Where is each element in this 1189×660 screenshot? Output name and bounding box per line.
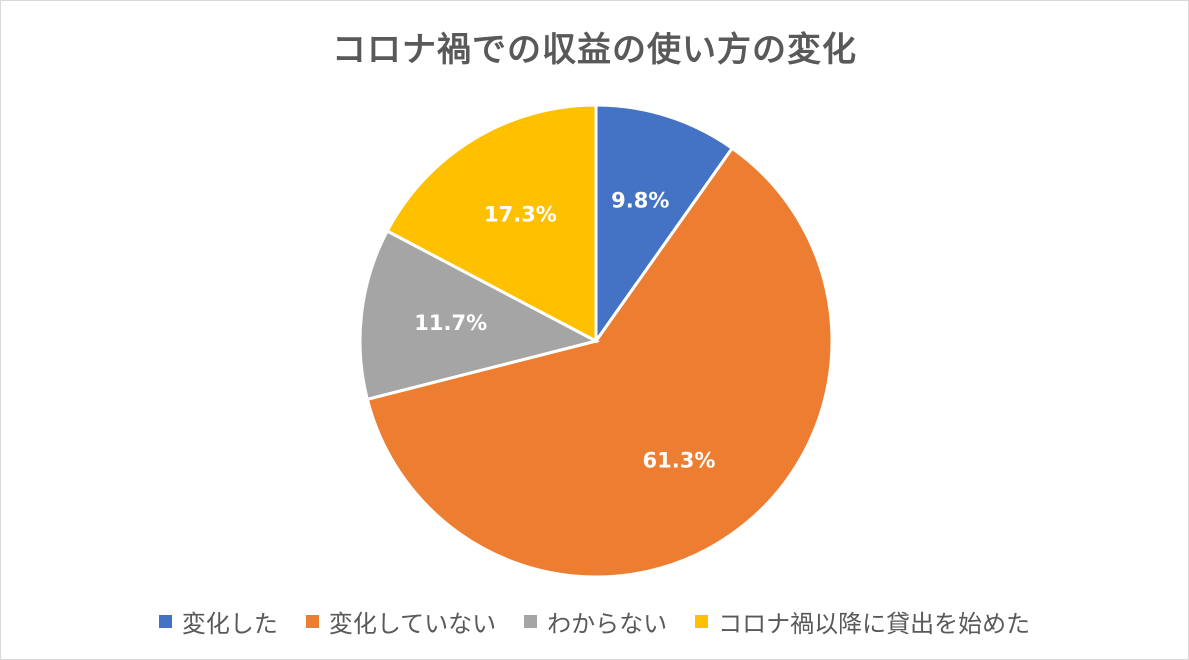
pie-slices	[358, 103, 834, 579]
data-label: 17.3%	[484, 203, 557, 227]
legend-item[interactable]: 変化していない	[305, 604, 497, 639]
legend-item[interactable]: わからない	[524, 604, 667, 639]
data-label: 9.8%	[611, 189, 669, 213]
legend-label: 変化していない	[328, 610, 497, 638]
pie-slice[interactable]	[365, 146, 834, 579]
legend-label: コロナ禍以降に貸出を始めた	[718, 610, 1031, 638]
pie-slice[interactable]	[385, 103, 598, 344]
legend-item[interactable]: 変化した	[158, 604, 278, 639]
pie-data-labels: 9.8% 61.3% 11.7% 17.3%	[414, 189, 715, 473]
pie-slice[interactable]	[358, 228, 601, 402]
legend-swatch	[305, 615, 319, 628]
data-label: 11.7%	[414, 311, 487, 335]
legend-swatch	[524, 615, 538, 628]
legend-item[interactable]: コロナ禍以降に貸出を始めた	[695, 604, 1030, 639]
legend-label: わからない	[547, 610, 668, 638]
legend-label: 変化した	[181, 610, 278, 638]
pie-slice[interactable]	[594, 103, 735, 346]
legend: 変化した 変化していない わからない コロナ禍以降に貸出を始めた	[0, 604, 1189, 639]
legend-swatch	[158, 615, 172, 628]
data-label: 61.3%	[643, 449, 716, 473]
legend-swatch	[695, 615, 709, 628]
chart-title: コロナ禍での収益の使い方の変化	[332, 30, 857, 70]
